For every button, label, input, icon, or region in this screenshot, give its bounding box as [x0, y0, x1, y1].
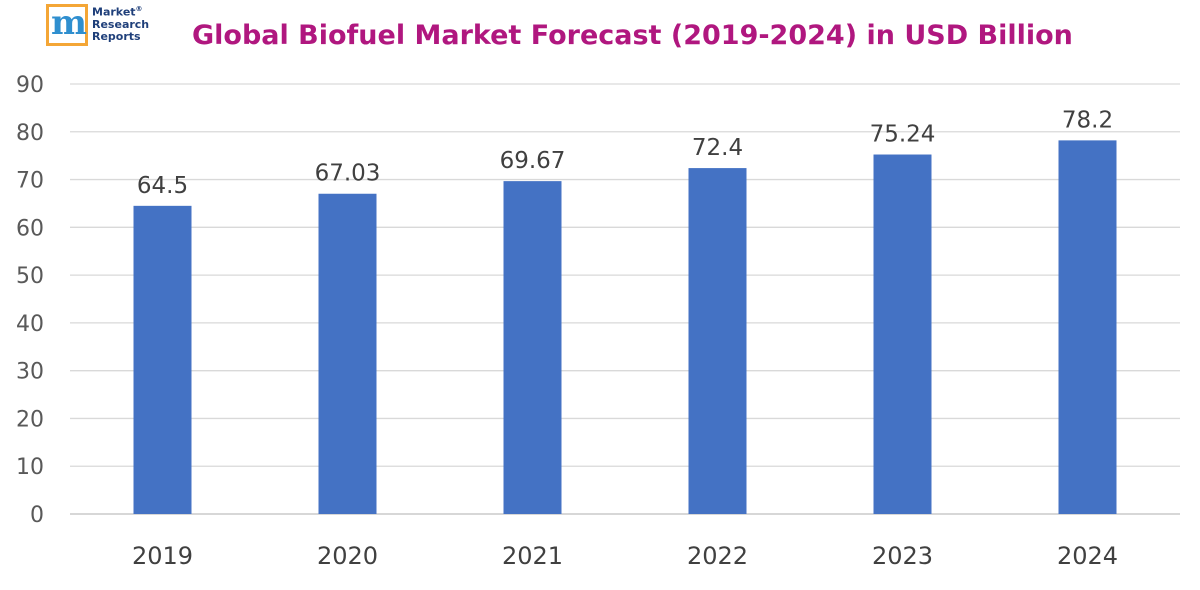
x-tick-label: 2023: [872, 542, 933, 570]
y-tick-label: 90: [16, 73, 44, 98]
x-tick-label: 2024: [1057, 542, 1118, 570]
bar-2023: [873, 154, 932, 514]
y-tick-label: 30: [16, 360, 44, 385]
data-label: 69.67: [500, 148, 566, 174]
data-label: 75.24: [870, 122, 936, 148]
data-label: 78.2: [1062, 107, 1113, 133]
bar-2020: [318, 193, 377, 515]
data-label: 72.4: [692, 135, 743, 161]
x-tick-label: 2021: [502, 542, 563, 570]
bar-2022: [688, 168, 747, 515]
data-label: 67.03: [315, 161, 381, 187]
logo-mark-icon: m: [46, 3, 88, 46]
x-tick-label: 2019: [132, 542, 193, 570]
bar-2019: [133, 205, 192, 515]
y-tick-label: 70: [16, 169, 44, 194]
bar-2024: [1058, 140, 1117, 514]
y-tick-label: 80: [16, 121, 44, 146]
bar-2021: [503, 181, 562, 515]
chart-title: Global Biofuel Market Forecast (2019-202…: [192, 20, 1073, 51]
data-label: 64.5: [137, 173, 188, 199]
x-tick-label: 2020: [317, 542, 378, 570]
x-tick-label: 2022: [687, 542, 748, 570]
brand-logo: m Market® Research Reports: [46, 2, 176, 48]
y-tick-label: 10: [16, 455, 44, 480]
y-tick-label: 40: [16, 312, 44, 337]
y-tick-label: 60: [16, 216, 44, 241]
y-tick-label: 0: [30, 503, 44, 528]
y-tick-label: 50: [16, 264, 44, 289]
y-tick-label: 20: [16, 407, 44, 432]
logo-text: Market® Research Reports: [92, 5, 150, 43]
